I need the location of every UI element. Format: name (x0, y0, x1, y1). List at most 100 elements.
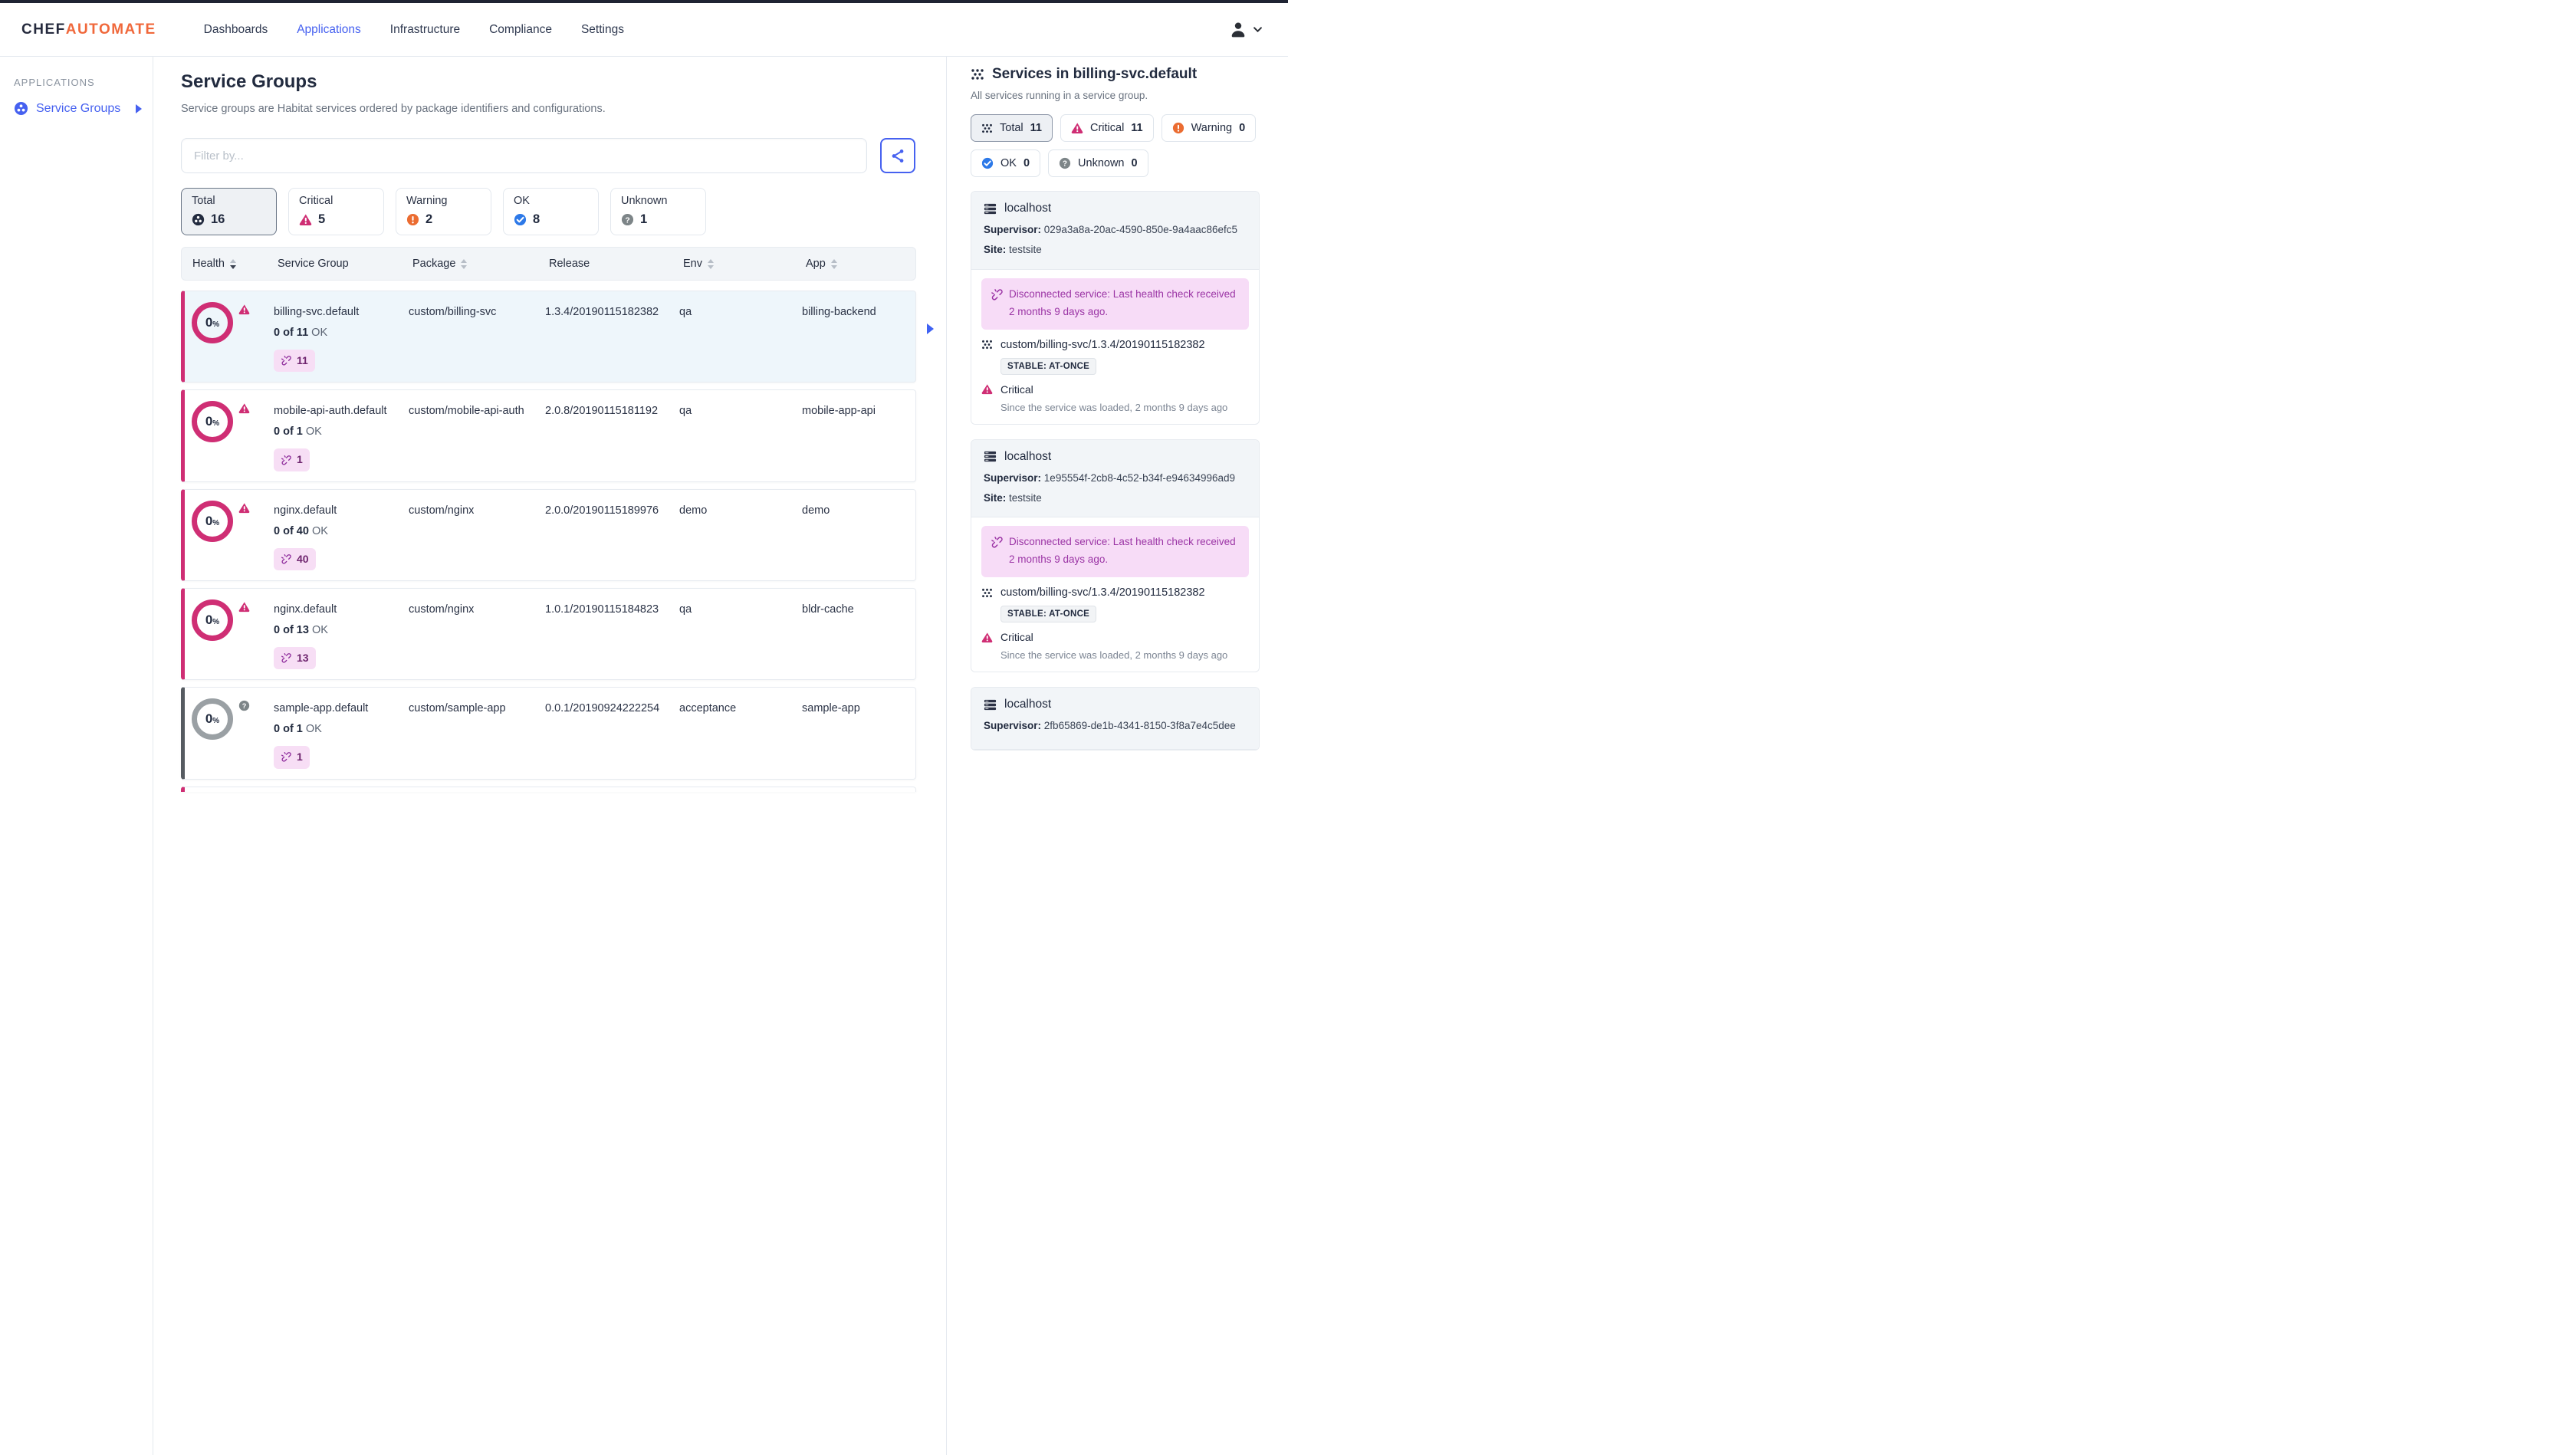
service-card[interactable]: localhost Supervisor: 2fb65869-de1b-4341… (971, 687, 1260, 751)
sort-icon[interactable] (708, 258, 714, 269)
disconnected-count-badge: 40 (274, 547, 316, 570)
warning-icon (1172, 122, 1184, 134)
sort-icon[interactable] (229, 258, 236, 269)
server-icon (984, 203, 997, 214)
env-cell: qa (679, 603, 692, 616)
column-package[interactable]: Package (412, 258, 549, 270)
health-cell: 0% (192, 500, 274, 570)
summary-count: 1 (640, 212, 648, 226)
critical-icon (238, 602, 250, 613)
panel-status-filters: Total 11 Critical 11 Warning 0 OK 0 Unknown 0 (971, 114, 1260, 177)
sidebar: APPLICATIONS Service Groups (0, 57, 153, 1455)
env-cell: acceptance (679, 702, 737, 715)
summary-card-unknown[interactable]: Unknown 1 (610, 188, 706, 235)
logo-chef: CHEF (21, 21, 66, 38)
health-status: Critical (981, 383, 1249, 396)
service-card[interactable]: localhost Supervisor: 029a3a8a-20ac-4590… (971, 191, 1260, 425)
share-icon (891, 148, 905, 163)
ok-icon (981, 157, 994, 169)
package-cell: custom/billing-svc (409, 306, 497, 318)
app-cell: demo (802, 504, 830, 517)
panel-filter-ok[interactable]: OK 0 (971, 149, 1041, 177)
filter-input[interactable] (181, 138, 867, 173)
unknown-icon (1059, 157, 1071, 169)
nav-compliance[interactable]: Compliance (489, 22, 552, 36)
package-cell: custom/mobile-api-auth (409, 405, 524, 418)
nav-settings[interactable]: Settings (580, 22, 624, 36)
total-icon (982, 123, 992, 133)
service-group-name: billing-svc.default (274, 306, 360, 318)
summary-label: Unknown (621, 195, 668, 207)
column-service-group[interactable]: Service Group (278, 258, 349, 270)
release-cell: 2.0.8/20190115181192 (545, 405, 659, 418)
sort-icon[interactable] (461, 258, 468, 269)
summary-label: Total (192, 195, 215, 207)
status-summary-cards: Total 16 Critical 5 Warning 2 OK 8 (181, 188, 945, 235)
package-identifier: custom/billing-svc/1.3.4/20190115182382 (981, 339, 1249, 351)
summary-count: 8 (533, 212, 540, 226)
critical-icon (1071, 123, 1083, 134)
summary-card-ok[interactable]: OK 8 (503, 188, 599, 235)
disconnected-alert: Disconnected service: Last health check … (981, 526, 1249, 578)
disconnected-count-badge: 13 (274, 647, 316, 670)
chef-automate-logo[interactable]: CHEFAUTOMATE (21, 21, 156, 38)
summary-card-total[interactable]: Total 16 (181, 188, 277, 235)
sort-icon[interactable] (830, 258, 837, 269)
table-row[interactable] (181, 786, 916, 792)
table-row[interactable]: 0% nginx.default 0 of 13 OK 13 custom/ng… (181, 587, 916, 681)
app-cell: bldr-cache (802, 603, 854, 616)
user-avatar-icon (1231, 22, 1245, 38)
row-selected-indicator-icon (927, 324, 934, 334)
service-group-cell: mobile-api-auth.default 0 of 1 OK 1 (274, 401, 409, 471)
service-group-name: nginx.default (274, 603, 337, 616)
total-icon (192, 213, 205, 226)
health-cell: 0% (192, 401, 274, 471)
host-name: localhost (1004, 202, 1052, 215)
update-strategy-badge: STABLE: AT-ONCE (1001, 606, 1097, 623)
service-group-cell: sample-app.default 0 of 1 OK 1 (274, 698, 409, 769)
top-navigation: CHEFAUTOMATE Dashboards Applications Inf… (0, 0, 1288, 57)
critical-icon (238, 502, 250, 513)
critical-icon (299, 214, 312, 226)
nav-applications[interactable]: Applications (297, 22, 361, 36)
table-row[interactable]: 0% billing-svc.default 0 of 11 OK 11 cus… (181, 291, 934, 383)
panel-filter-total[interactable]: Total 11 (971, 114, 1053, 142)
unknown-icon (621, 213, 634, 226)
supervisor-id: 029a3a8a-20ac-4590-850e-9a4aac86efc5 (1043, 224, 1238, 235)
column-health[interactable]: Health (192, 258, 278, 270)
services-side-panel: Services in billing-svc.default All serv… (946, 57, 1288, 1455)
column-app[interactable]: App (806, 258, 915, 270)
sidebar-section-label: APPLICATIONS (14, 77, 95, 88)
app-cell: sample-app (802, 702, 860, 715)
disconnected-icon (991, 537, 1003, 549)
panel-filter-critical[interactable]: Critical 11 (1060, 114, 1154, 142)
health-cell: 0% (192, 302, 274, 372)
nav-infrastructure[interactable]: Infrastructure (389, 22, 461, 36)
package-cell: custom/nginx (409, 603, 475, 616)
panel-filter-unknown[interactable]: Unknown 0 (1048, 149, 1148, 177)
nav-dashboards[interactable]: Dashboards (203, 22, 268, 36)
health-donut: 0% (192, 698, 233, 741)
app-cell: mobile-app-api (802, 405, 876, 418)
health-status: Critical (981, 631, 1249, 643)
critical-icon (238, 403, 250, 414)
user-menu[interactable] (1230, 21, 1262, 38)
disconnected-alert: Disconnected service: Last health check … (981, 278, 1249, 330)
column-release[interactable]: Release (549, 258, 590, 270)
summary-card-critical[interactable]: Critical 5 (288, 188, 384, 235)
summary-count: 2 (426, 212, 433, 226)
column-env[interactable]: Env (683, 258, 806, 270)
service-card[interactable]: localhost Supervisor: 1e95554f-2cb8-4c52… (971, 438, 1260, 673)
package-icon (982, 588, 992, 597)
table-row[interactable]: 0% mobile-api-auth.default 0 of 1 OK 1 c… (181, 389, 916, 482)
disconnected-icon (281, 455, 291, 465)
health-donut: 0% (192, 401, 233, 443)
table-row[interactable]: 0% sample-app.default 0 of 1 OK 1 custom… (181, 687, 916, 780)
panel-filter-warning[interactable]: Warning 0 (1161, 114, 1257, 142)
summary-card-warning[interactable]: Warning 2 (396, 188, 491, 235)
health-cell: 0% (192, 698, 274, 768)
sidebar-item-service-groups[interactable]: Service Groups (0, 101, 153, 116)
service-group-cell: nginx.default 0 of 13 OK 13 (274, 599, 409, 670)
share-button[interactable] (880, 138, 915, 173)
table-row[interactable]: 0% nginx.default 0 of 40 OK 40 custom/ng… (181, 488, 916, 581)
